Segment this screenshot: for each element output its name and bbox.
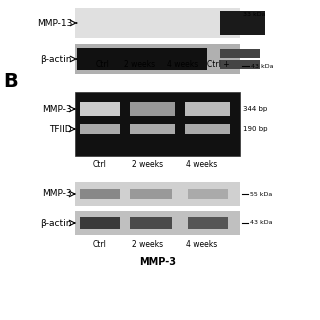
Bar (80, 189, 120, 199)
Bar (80, 217, 120, 229)
Bar (130, 102, 175, 116)
Text: 344 bp: 344 bp (243, 106, 267, 112)
Bar (130, 217, 172, 229)
Text: MMP-3: MMP-3 (42, 189, 72, 198)
Bar (220, 60, 260, 69)
Text: 4 weeks: 4 weeks (186, 240, 218, 249)
Bar (80, 124, 120, 134)
Bar (130, 124, 175, 134)
Text: B: B (3, 72, 18, 91)
Text: Ctrl: Ctrl (93, 240, 107, 249)
Text: 2 weeks: 2 weeks (132, 160, 164, 169)
Text: MMP-3: MMP-3 (139, 257, 176, 267)
Text: Ctrl: Ctrl (93, 160, 107, 169)
Bar (75, 211, 240, 235)
Text: 33 kDa: 33 kDa (243, 12, 266, 17)
Bar (130, 189, 172, 199)
Text: 43 kDa: 43 kDa (251, 63, 274, 68)
Text: Ctrl +: Ctrl + (207, 60, 229, 69)
Text: β-actin: β-actin (41, 54, 72, 63)
Bar (75, 182, 240, 206)
Text: 4 weeks: 4 weeks (186, 160, 218, 169)
Text: 55 kDa: 55 kDa (250, 191, 272, 196)
Text: 2 weeks: 2 weeks (132, 240, 164, 249)
Bar (75, 92, 240, 156)
Bar (75, 8, 240, 38)
Text: 2 weeks: 2 weeks (124, 60, 156, 69)
Bar (185, 102, 230, 116)
Bar (220, 49, 260, 58)
Text: Ctrl: Ctrl (96, 60, 110, 69)
Text: β-actin: β-actin (41, 219, 72, 228)
Bar (75, 44, 240, 74)
Bar (185, 124, 230, 134)
Text: 4 weeks: 4 weeks (167, 60, 199, 69)
Text: MMP-3: MMP-3 (42, 105, 72, 114)
Text: TFIID: TFIID (49, 124, 72, 133)
Bar (80, 102, 120, 116)
Bar (220, 11, 265, 35)
Text: 190 bp: 190 bp (243, 126, 268, 132)
Bar (188, 217, 228, 229)
Bar (77, 48, 207, 70)
Text: 43 kDa: 43 kDa (250, 220, 273, 226)
Bar (188, 189, 228, 199)
Text: MMP-13: MMP-13 (36, 19, 72, 28)
